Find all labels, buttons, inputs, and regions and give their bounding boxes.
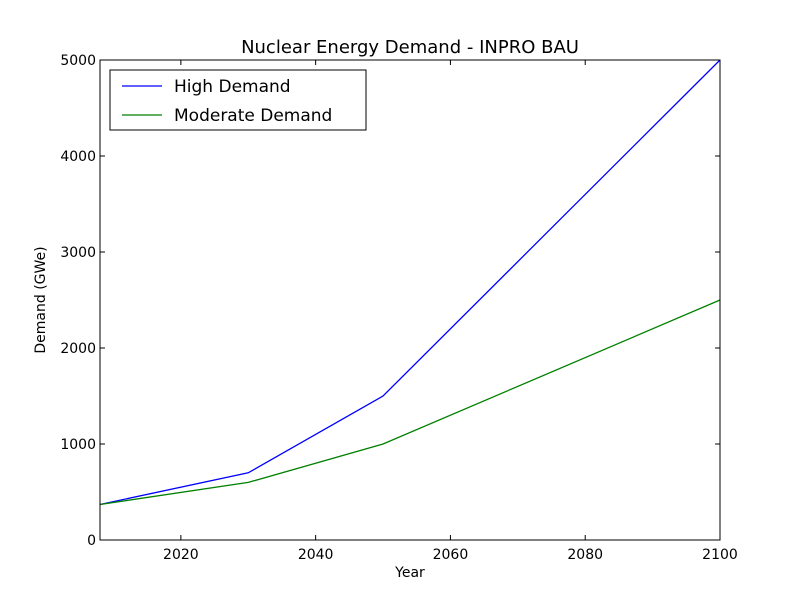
y-tick-label: 0	[87, 533, 96, 549]
y-axis-ticks: 0 1000 2000 3000 4000 5000	[60, 53, 720, 549]
plot-lines	[99, 59, 721, 506]
y-tick-label: 5000	[60, 53, 96, 69]
chart-title: Nuclear Energy Demand - INPRO BAU	[241, 37, 579, 58]
legend-label-1: Moderate Demand	[174, 106, 332, 126]
y-axis-label: Demand (GWe)	[33, 246, 49, 353]
y-tick-label: 2000	[60, 341, 96, 357]
x-tick-label: 2080	[567, 547, 603, 563]
x-axis-ticks: 2020 2040 2060 2080 2100	[163, 60, 738, 563]
y-tick-label: 3000	[60, 245, 96, 261]
legend: High Demand Moderate Demand	[109, 69, 367, 131]
x-tick-label: 2060	[433, 547, 469, 563]
y-tick-label: 1000	[60, 437, 96, 453]
legend-box	[109, 69, 367, 131]
x-tick-label: 2040	[298, 547, 334, 563]
plot-frame	[99, 59, 721, 541]
x-tick-label: 2020	[163, 547, 199, 563]
y-tick-label: 4000	[60, 149, 96, 165]
x-tick-label: 2100	[702, 547, 738, 563]
series-line-0	[99, 59, 721, 506]
series-line-1	[99, 299, 721, 506]
x-axis-label: Year	[394, 565, 425, 581]
legend-label-0: High Demand	[174, 77, 291, 97]
